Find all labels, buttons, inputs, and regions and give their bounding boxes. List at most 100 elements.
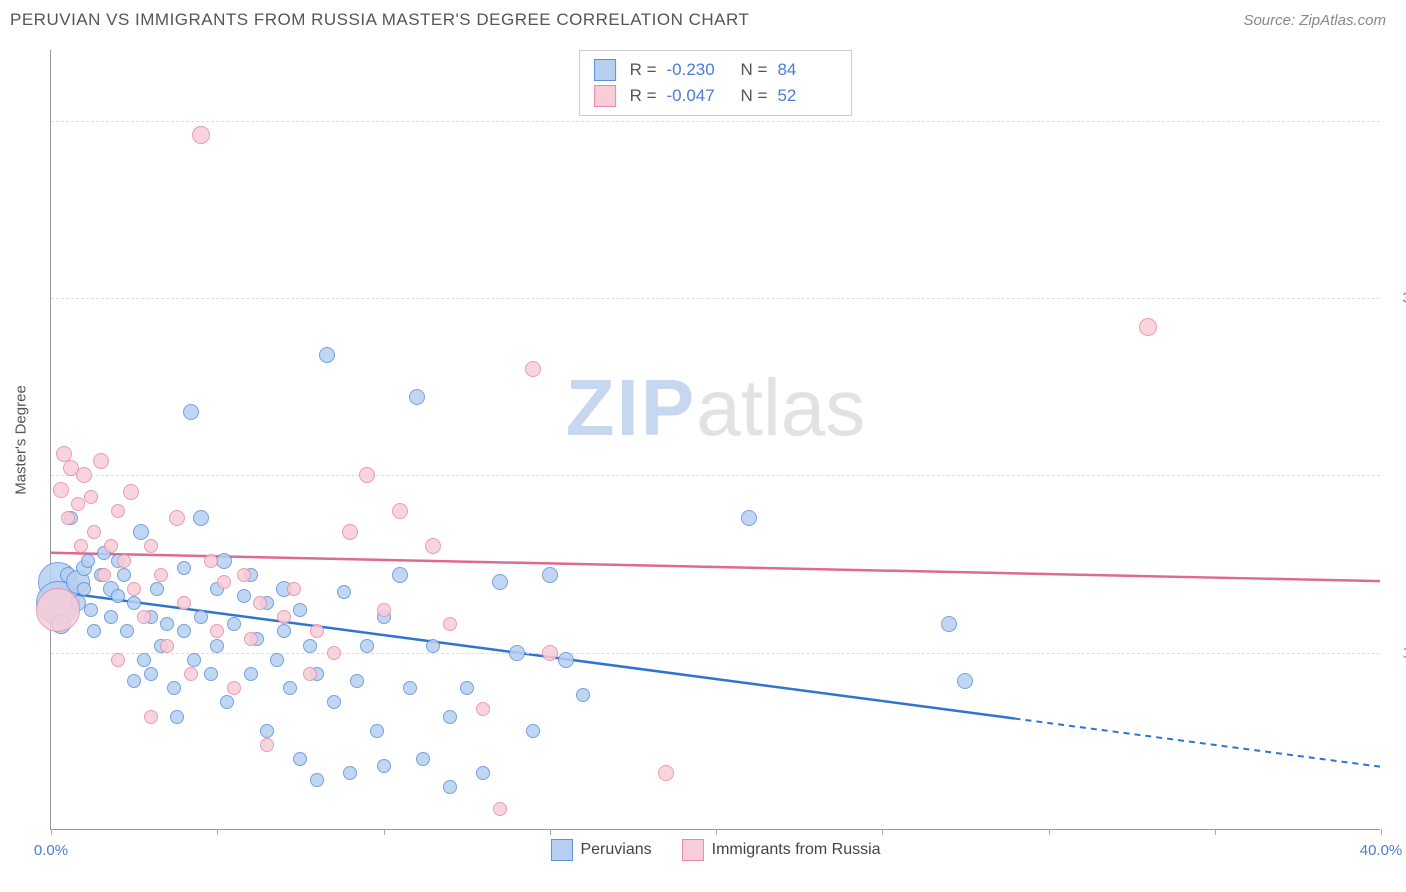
data-point-russia	[137, 610, 151, 624]
data-point-peruvians	[210, 639, 224, 653]
data-point-russia	[204, 554, 218, 568]
watermark-zip: ZIP	[566, 363, 696, 452]
data-point-russia	[144, 710, 158, 724]
data-point-peruvians	[542, 567, 558, 583]
data-point-peruvians	[350, 674, 364, 688]
legend-swatch	[550, 839, 572, 861]
data-point-peruvians	[293, 752, 307, 766]
data-point-russia	[177, 596, 191, 610]
data-point-peruvians	[227, 617, 241, 631]
stats-n-label: N =	[741, 60, 768, 80]
data-point-peruvians	[343, 766, 357, 780]
gridline	[51, 475, 1380, 476]
data-point-russia	[61, 511, 75, 525]
data-point-peruvians	[303, 639, 317, 653]
data-point-russia	[658, 765, 674, 781]
data-point-peruvians	[84, 603, 98, 617]
data-point-peruvians	[370, 724, 384, 738]
data-point-russia	[217, 575, 231, 589]
data-point-peruvians	[177, 561, 191, 575]
data-point-peruvians	[160, 617, 174, 631]
x-tick	[550, 829, 551, 835]
data-point-russia	[154, 568, 168, 582]
data-point-russia	[104, 539, 118, 553]
legend-swatch	[682, 839, 704, 861]
x-tick	[217, 829, 218, 835]
data-point-russia	[210, 624, 224, 638]
data-point-peruvians	[77, 582, 91, 596]
data-point-peruvians	[193, 510, 209, 526]
gridline	[51, 121, 1380, 122]
data-point-peruvians	[576, 688, 590, 702]
data-point-russia	[160, 639, 174, 653]
gridline	[51, 653, 1380, 654]
data-point-peruvians	[392, 567, 408, 583]
data-point-russia	[93, 453, 109, 469]
data-point-peruvians	[277, 624, 291, 638]
data-point-russia	[192, 126, 210, 144]
data-point-russia	[359, 467, 375, 483]
data-point-russia	[237, 568, 251, 582]
data-point-russia	[227, 681, 241, 695]
data-point-peruvians	[270, 653, 284, 667]
data-point-peruvians	[150, 582, 164, 596]
data-point-peruvians	[443, 780, 457, 794]
data-point-peruvians	[120, 624, 134, 638]
chart-title: PERUVIAN VS IMMIGRANTS FROM RUSSIA MASTE…	[10, 10, 749, 30]
y-axis-title: Master's Degree	[13, 385, 30, 495]
data-point-peruvians	[509, 645, 525, 661]
data-point-peruvians	[476, 766, 490, 780]
stats-r-value: -0.230	[667, 60, 727, 80]
x-tick	[1049, 829, 1050, 835]
data-point-peruvians	[443, 710, 457, 724]
data-point-russia	[184, 667, 198, 681]
data-point-russia	[97, 568, 111, 582]
chart-plot-area: Master's Degree ZIPatlas R =-0.230N =84R…	[50, 50, 1380, 830]
x-tick	[716, 829, 717, 835]
data-point-russia	[253, 596, 267, 610]
x-tick	[384, 829, 385, 835]
data-point-peruvians	[941, 616, 957, 632]
watermark: ZIPatlas	[566, 362, 865, 454]
data-point-russia	[144, 539, 158, 553]
data-point-russia	[76, 467, 92, 483]
bottom-legend: PeruviansImmigrants from Russia	[550, 839, 880, 861]
data-point-russia	[169, 510, 185, 526]
data-point-peruvians	[216, 553, 232, 569]
data-point-russia	[327, 646, 341, 660]
data-point-peruvians	[87, 624, 101, 638]
x-tick	[882, 829, 883, 835]
data-point-russia	[244, 632, 258, 646]
x-tick	[51, 829, 52, 835]
swatch-peruvians	[594, 59, 616, 81]
data-point-peruvians	[492, 574, 508, 590]
data-point-peruvians	[194, 610, 208, 624]
data-point-russia	[117, 554, 131, 568]
stats-r-label: R =	[630, 60, 657, 80]
data-point-russia	[123, 484, 139, 500]
data-point-peruvians	[220, 695, 234, 709]
data-point-peruvians	[167, 681, 181, 695]
data-point-peruvians	[409, 389, 425, 405]
data-point-russia	[111, 504, 125, 518]
data-point-peruvians	[460, 681, 474, 695]
chart-header: PERUVIAN VS IMMIGRANTS FROM RUSSIA MASTE…	[0, 0, 1406, 30]
data-point-peruvians	[204, 667, 218, 681]
stats-n-value: 52	[777, 86, 837, 106]
data-point-russia	[425, 538, 441, 554]
data-point-russia	[542, 645, 558, 661]
x-tick-label: 0.0%	[34, 842, 68, 859]
watermark-atlas: atlas	[696, 363, 865, 452]
data-point-russia	[303, 667, 317, 681]
stats-row-russia: R =-0.047N =52	[594, 83, 838, 109]
data-point-russia	[342, 524, 358, 540]
stats-legend-box: R =-0.230N =84R =-0.047N =52	[579, 50, 853, 116]
data-point-peruvians	[81, 554, 95, 568]
data-point-russia	[53, 482, 69, 498]
swatch-russia	[594, 85, 616, 107]
data-point-russia	[476, 702, 490, 716]
data-point-russia	[525, 361, 541, 377]
data-point-peruvians	[426, 639, 440, 653]
data-point-peruvians	[741, 510, 757, 526]
legend-item: Peruvians	[550, 839, 651, 861]
